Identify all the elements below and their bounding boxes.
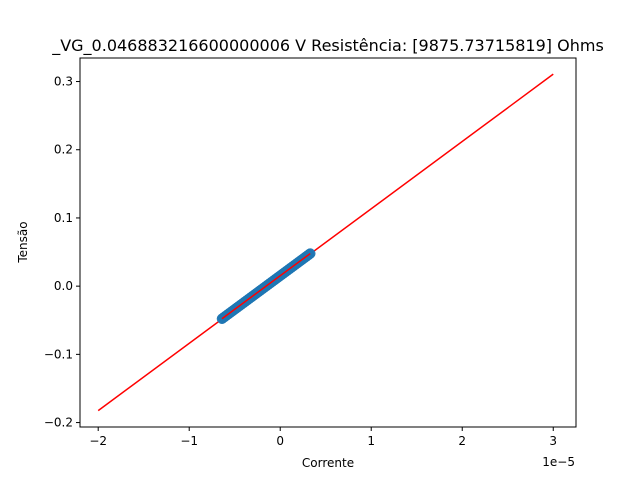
x-tick-label: 3 (549, 434, 557, 448)
plot-area (97, 73, 554, 412)
x-tick-label: 0 (276, 434, 284, 448)
y-axis-label: Tensão (16, 221, 30, 263)
fit-line-overlay (221, 252, 311, 320)
fit-line (97, 73, 554, 412)
x-tick-label: 2 (458, 434, 466, 448)
x-axis-label: Corrente (302, 456, 354, 470)
y-tick-label: 0.1 (54, 211, 73, 225)
y-tick-label: 0.2 (54, 143, 73, 157)
x-tick-label: −2 (89, 434, 107, 448)
y-tick-label: 0.0 (54, 279, 73, 293)
y-tick-label: −0.2 (44, 416, 73, 430)
x-axis-offset-text: 1e−5 (542, 455, 575, 469)
x-tick-label: −1 (180, 434, 198, 448)
chart-title: _VG_0.046883216600000006 V Resistência: … (51, 36, 604, 56)
axes-frame (79, 57, 577, 428)
x-tick-label: 1 (367, 434, 375, 448)
axes: −2 −1 0 1 2 3 −0.2 −0.1 0.0 0.1 0.2 0.3 (44, 57, 577, 448)
y-tick-label: 0.3 (54, 75, 73, 89)
y-tick-label: −0.1 (44, 347, 73, 361)
